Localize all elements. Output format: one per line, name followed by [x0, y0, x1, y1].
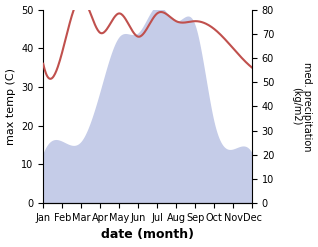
Y-axis label: med. precipitation
(kg/m2): med. precipitation (kg/m2)	[291, 62, 313, 151]
X-axis label: date (month): date (month)	[101, 228, 194, 242]
Y-axis label: max temp (C): max temp (C)	[5, 68, 16, 145]
